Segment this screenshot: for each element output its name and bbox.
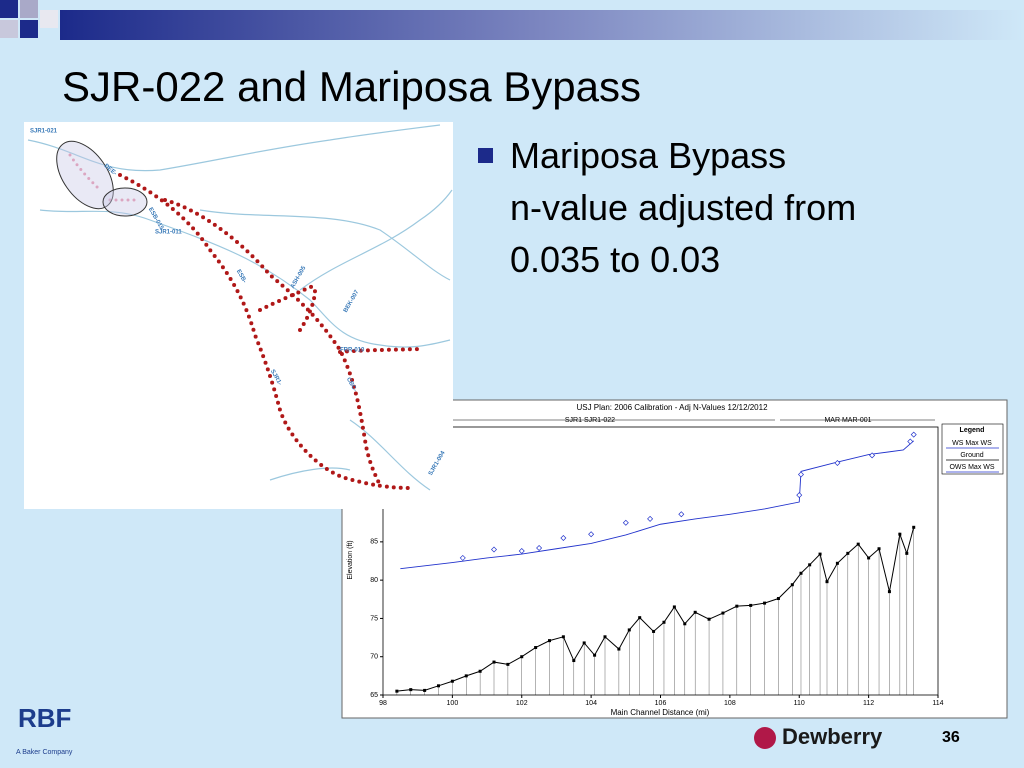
ows-point <box>518 548 525 555</box>
map-background <box>24 122 453 509</box>
bullet-text: Mariposa Bypass n-value adjusted from 0.03… <box>510 135 856 280</box>
legend-label: OWS Max WS <box>949 464 994 471</box>
map-label: FRR-010 <box>340 348 365 354</box>
reach-label: MAR MAR-001 <box>824 417 871 424</box>
ows-point <box>536 544 543 551</box>
x-tick-label: 98 <box>379 700 387 707</box>
y-tick-label: 80 <box>370 577 378 584</box>
legend-title: Legend <box>960 427 985 434</box>
dewberry-icon <box>754 727 776 749</box>
header-square <box>20 0 38 18</box>
y-tick-label: 85 <box>370 539 378 546</box>
x-tick-label: 104 <box>585 700 597 707</box>
ows-point <box>622 519 629 526</box>
header-square <box>20 20 38 38</box>
rbf-sub: A Baker Company <box>16 749 73 756</box>
ows-point <box>834 459 841 466</box>
y-tick-label: 75 <box>370 615 378 622</box>
y-tick-label: 65 <box>370 692 378 699</box>
x-tick-label: 106 <box>655 700 667 707</box>
header-bar <box>60 10 1024 40</box>
ows-point <box>560 535 567 542</box>
x-tick-label: 108 <box>724 700 736 707</box>
ows-point <box>491 546 497 553</box>
reach-label: SJR1 SJR1-022 <box>565 417 615 424</box>
bypass-dots <box>68 153 137 202</box>
chart-title: USJ Plan: 2006 Calibration - Adj N-Value… <box>576 403 768 412</box>
slide-title: SJR-022 and Mariposa Bypass <box>62 63 641 110</box>
map-label: SJR1-011 <box>155 230 182 236</box>
x-tick-label: 114 <box>932 700 943 707</box>
legend-label: WS Max WS <box>952 440 992 447</box>
rivers <box>27 124 453 491</box>
series-line <box>400 440 915 570</box>
header-square <box>0 20 18 38</box>
ows-point <box>678 511 685 518</box>
dewberry-logo: Dewberry <box>782 724 883 749</box>
x-tick-label: 110 <box>794 700 805 707</box>
ows-point <box>910 431 917 438</box>
cross-section-dots <box>118 173 422 490</box>
header-square <box>0 0 18 18</box>
y-tick-label: 70 <box>370 654 378 661</box>
page-number: 36 <box>942 729 960 746</box>
ows-point <box>459 554 466 561</box>
x-tick-label: 102 <box>516 700 528 707</box>
highlight-ellipse <box>56 140 114 210</box>
ows-point <box>797 471 804 478</box>
ows-point <box>907 438 914 445</box>
ows-point <box>647 515 654 522</box>
y-axis-label: Elevation (ft) <box>347 540 354 579</box>
legend-box <box>941 423 1004 475</box>
highlight-ellipse <box>102 187 148 217</box>
header-square <box>40 10 58 28</box>
x-axis-label: Main Channel Distance (mi) <box>611 708 710 717</box>
legend-label: Ground <box>960 452 983 459</box>
ows-point <box>588 531 595 538</box>
bullet-icon <box>478 148 493 163</box>
map-label: SJR1-021 <box>30 129 58 135</box>
ows-point <box>796 492 803 499</box>
ows-point <box>869 452 876 459</box>
x-tick-label: 100 <box>447 700 459 707</box>
x-tick-label: 112 <box>863 700 874 707</box>
rbf-logo: RBF <box>18 703 71 733</box>
